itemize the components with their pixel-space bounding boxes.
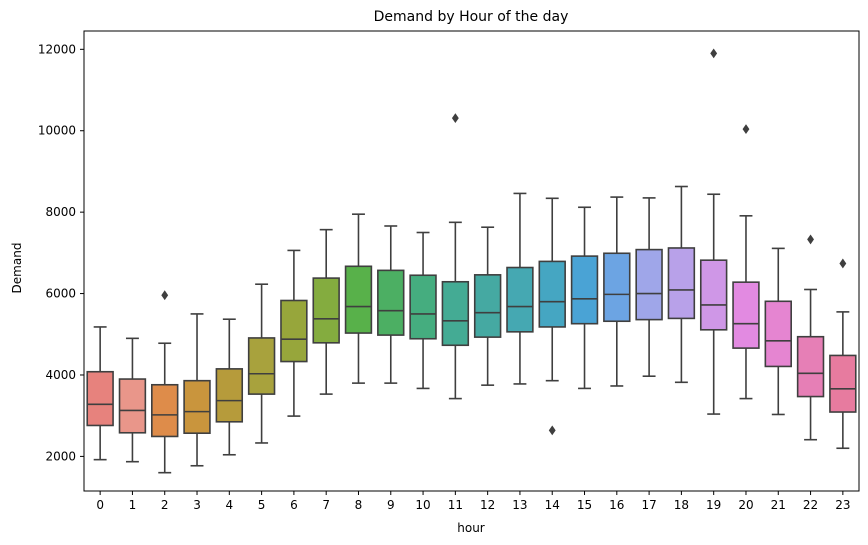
box-group-hour-1 (118, 337, 147, 463)
box-iqr (151, 383, 179, 438)
box-group-hour-15 (570, 206, 599, 390)
x-tick-label: 10 (415, 498, 430, 512)
box-group-hour-6 (280, 249, 308, 417)
outlier-point (548, 425, 556, 436)
box-group-hour-8 (344, 213, 373, 384)
x-tick-label: 11 (448, 498, 463, 512)
outlier-point (839, 258, 847, 269)
x-tick-label: 15 (577, 498, 592, 512)
y-tick-label: 12000 (38, 42, 76, 56)
box-iqr (635, 248, 663, 321)
box-group-hour-2 (151, 290, 179, 474)
x-tick-label: 3 (193, 498, 201, 512)
chart-title: Demand by Hour of the day (374, 9, 569, 25)
x-tick-label: 14 (545, 498, 560, 512)
box-iqr (312, 277, 340, 344)
x-tick-label: 23 (835, 498, 850, 512)
x-tick-label: 12 (480, 498, 495, 512)
outlier-point (451, 113, 459, 124)
outlier-point (161, 290, 169, 301)
x-tick-label: 17 (641, 498, 656, 512)
x-tick-label: 8 (355, 498, 363, 512)
box-iqr (183, 379, 211, 434)
box-group-hour-14 (538, 197, 566, 436)
x-axis-label: hour (457, 521, 485, 535)
box-group-hour-4 (215, 318, 244, 456)
box-iqr (667, 247, 696, 320)
box-iqr (344, 265, 373, 334)
x-tick-label: 13 (512, 498, 527, 512)
box-group-hour-5 (247, 283, 276, 444)
box-group-hour-20 (732, 124, 760, 400)
box-iqr (796, 335, 825, 398)
box-group-hour-18 (667, 185, 696, 384)
box-iqr (732, 281, 760, 349)
box-iqr (441, 280, 470, 347)
x-tick-label: 20 (738, 498, 753, 512)
x-tick-label: 5 (258, 498, 266, 512)
box-iqr (247, 337, 276, 395)
y-tick-label: 10000 (38, 124, 76, 138)
plot-frame (83, 30, 860, 492)
box-iqr (409, 274, 437, 340)
x-tick-label: 19 (706, 498, 721, 512)
box-group-hour-13 (506, 192, 534, 385)
x-tick-label: 22 (803, 498, 818, 512)
x-tick-label: 16 (609, 498, 624, 512)
box-group-hour-7 (312, 228, 340, 395)
outlier-point (742, 124, 750, 135)
box-group-hour-19 (699, 48, 728, 415)
box-iqr (473, 274, 502, 338)
box-group-hour-22 (796, 234, 825, 441)
box-iqr (215, 368, 244, 423)
box-group-hour-9 (377, 225, 405, 384)
box-group-hour-16 (603, 196, 631, 387)
box-group-hour-21 (764, 247, 792, 416)
y-axis-label: Demand (10, 243, 24, 294)
x-tick-label: 2 (161, 498, 169, 512)
box-iqr (377, 269, 405, 336)
box-group-hour-12 (473, 226, 502, 386)
box-iqr (699, 259, 728, 331)
x-tick-label: 21 (771, 498, 786, 512)
box-group-hour-11 (441, 113, 470, 400)
box-iqr (764, 300, 792, 368)
box-iqr (280, 299, 308, 363)
x-tick-label: 1 (129, 498, 137, 512)
y-tick-label: 6000 (45, 287, 76, 301)
boxes-layer (86, 48, 857, 474)
box-iqr (118, 378, 147, 434)
box-iqr (86, 370, 114, 427)
box-group-hour-0 (86, 326, 114, 461)
box-group-hour-17 (635, 197, 663, 378)
y-tick-label: 4000 (45, 368, 76, 382)
box-iqr (570, 255, 599, 325)
outlier-point (807, 234, 814, 245)
x-tick-label: 9 (387, 498, 395, 512)
x-tick-label: 0 (96, 498, 104, 512)
x-tick-label: 4 (225, 498, 233, 512)
box-group-hour-10 (409, 231, 437, 390)
x-tick-label: 18 (674, 498, 689, 512)
outlier-point (710, 48, 718, 59)
box-iqr (506, 266, 534, 333)
ticks-layer: 0 1 2 3 4 5 6 7 8 9 10 11 12 13 14 15 16 17 18 19 20 21 22 2320… (38, 42, 851, 512)
box-group-hour-3 (183, 313, 211, 467)
y-tick-label: 8000 (45, 205, 76, 219)
box-iqr (538, 260, 566, 328)
x-tick-label: 6 (290, 498, 298, 512)
box-iqr (829, 354, 857, 413)
y-tick-label: 2000 (45, 449, 76, 463)
box-group-hour-23 (829, 258, 857, 450)
x-tick-label: 7 (322, 498, 330, 512)
box-iqr (603, 252, 631, 323)
